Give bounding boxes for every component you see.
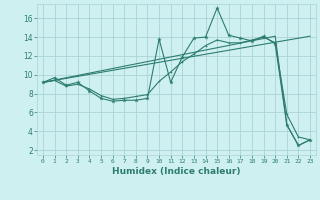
X-axis label: Humidex (Indice chaleur): Humidex (Indice chaleur) — [112, 167, 241, 176]
